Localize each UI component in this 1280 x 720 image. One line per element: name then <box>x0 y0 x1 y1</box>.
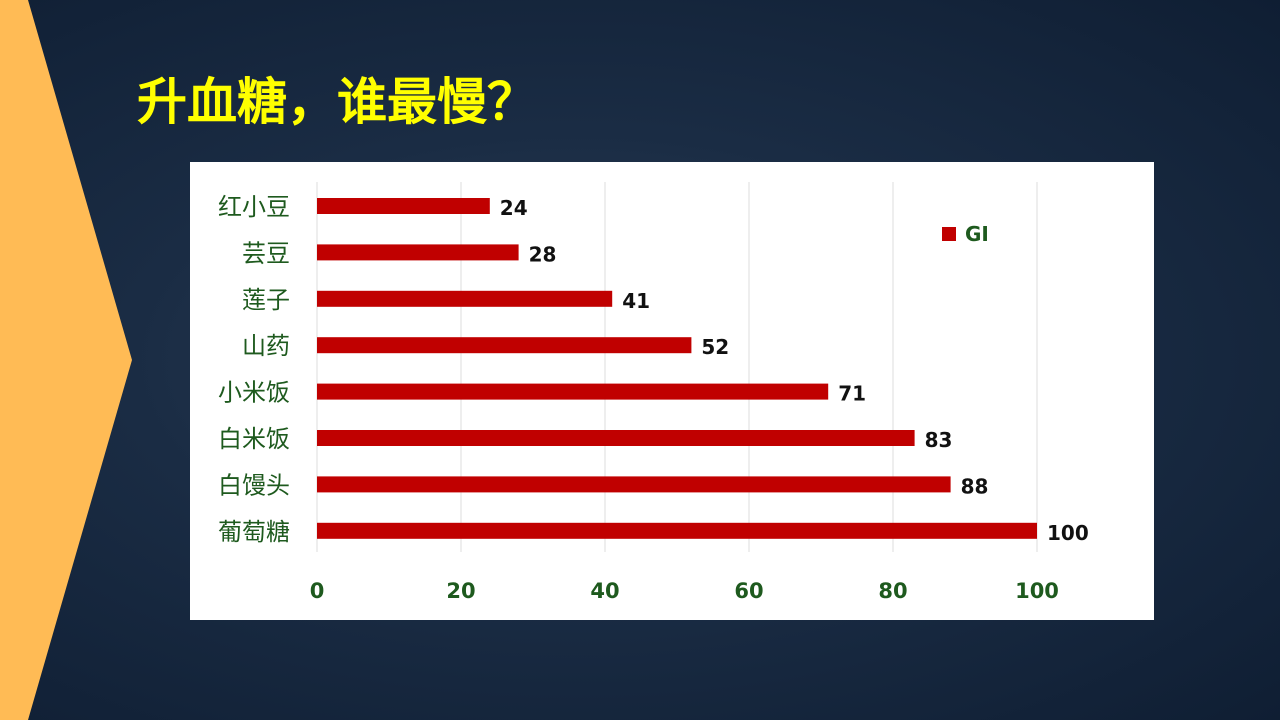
gridlines <box>316 182 1038 552</box>
value-label: 41 <box>622 289 650 313</box>
legend-swatch <box>942 227 956 241</box>
chevron-decoration <box>0 0 132 720</box>
category-label: 葡萄糖 <box>218 518 290 546</box>
bars <box>317 198 1037 539</box>
legend: GI <box>942 222 989 246</box>
x-tick-label: 40 <box>590 579 619 603</box>
x-tick-label: 80 <box>878 579 907 603</box>
legend-label: GI <box>965 222 989 246</box>
bar <box>317 244 519 261</box>
value-label: 71 <box>838 382 866 406</box>
value-label: 83 <box>925 428 953 452</box>
x-tick-label: 100 <box>1015 579 1059 603</box>
value-label: 52 <box>701 335 729 359</box>
category-label: 红小豆 <box>218 193 290 221</box>
value-label: 100 <box>1047 521 1089 545</box>
value-label: 88 <box>961 474 989 498</box>
category-label: 莲子 <box>242 286 290 314</box>
category-label: 小米饭 <box>218 379 290 407</box>
x-axis-ticks: 0 20 40 60 80 100 <box>310 579 1059 603</box>
bar <box>317 198 490 214</box>
x-tick-label: 20 <box>446 579 475 603</box>
category-label: 山药 <box>242 332 290 360</box>
bar <box>317 430 915 446</box>
category-label: 白馒头 <box>218 471 290 499</box>
bar <box>317 290 613 307</box>
bar <box>317 337 692 354</box>
slide-title: 升血糖，谁最慢？ <box>137 73 537 131</box>
x-tick-label: 60 <box>734 579 763 603</box>
bar <box>317 522 1037 539</box>
bar <box>317 476 951 493</box>
category-label: 白米饭 <box>218 425 290 453</box>
category-label: 芸豆 <box>242 239 290 267</box>
value-label: 24 <box>500 196 528 220</box>
bar <box>317 383 829 400</box>
x-tick-label: 0 <box>310 579 325 603</box>
chart-panel: 红小豆 芸豆 莲子 山药 小米饭 白米饭 白馒头 葡萄糖 24 28 41 52 71 83 88 100 … <box>190 162 1154 620</box>
value-label: 28 <box>529 242 557 266</box>
